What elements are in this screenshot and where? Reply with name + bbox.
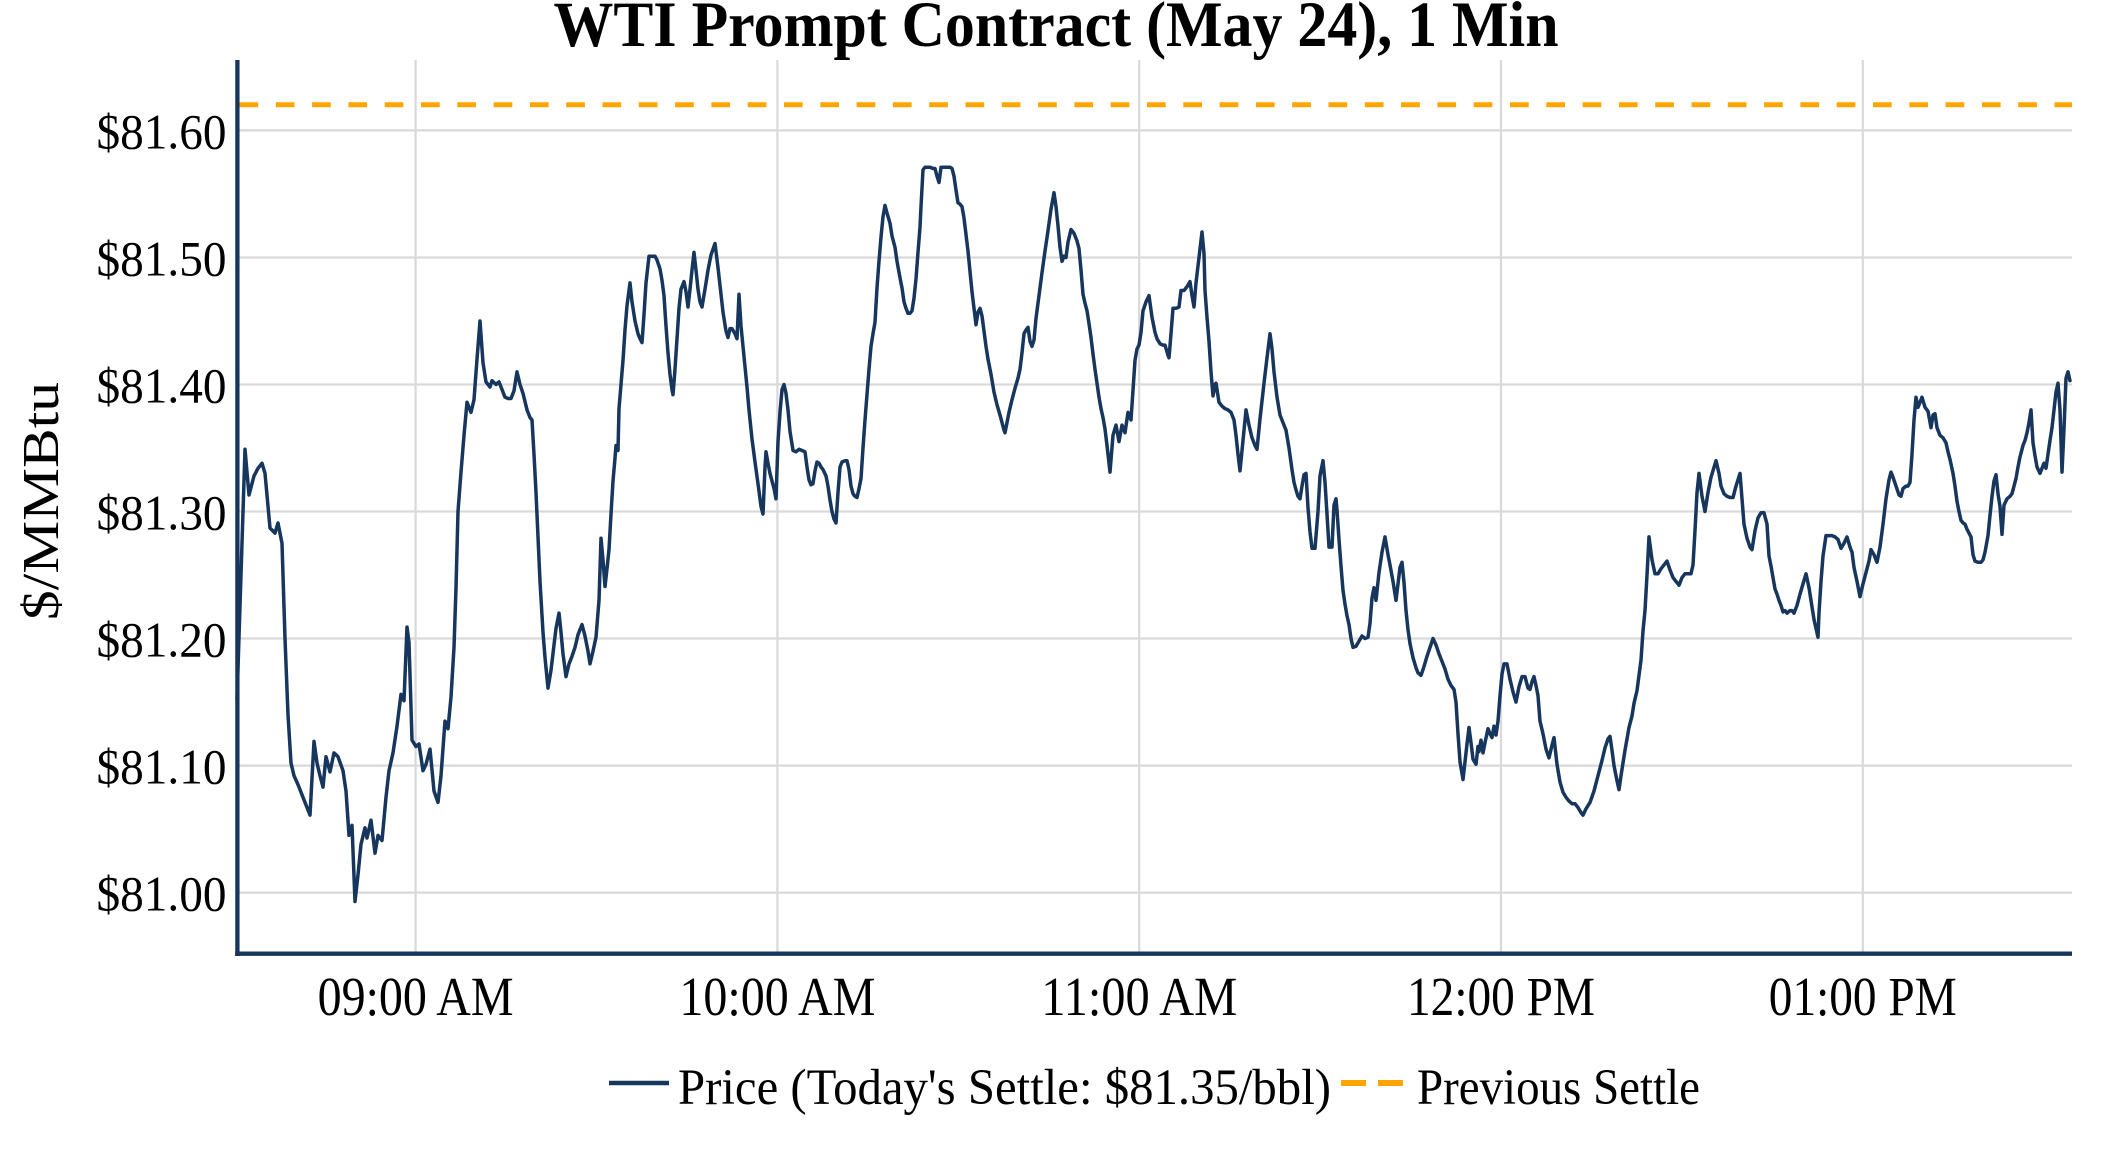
svg-text:WTI Prompt Contract (May 24),: WTI Prompt Contract (May 24), 1 Min (554, 0, 1559, 61)
svg-text:10:00 AM: 10:00 AM (679, 966, 875, 1027)
svg-text:Previous Settle: Previous Settle (1417, 1059, 1700, 1115)
svg-text:$81.40: $81.40 (97, 358, 227, 414)
svg-text:11:00 AM: 11:00 AM (1041, 966, 1237, 1027)
svg-text:$81.20: $81.20 (97, 612, 227, 668)
svg-text:$81.30: $81.30 (97, 485, 227, 541)
svg-text:$81.10: $81.10 (97, 739, 227, 795)
svg-text:$81.50: $81.50 (97, 231, 227, 287)
svg-text:$81.60: $81.60 (97, 103, 227, 159)
svg-text:09:00 AM: 09:00 AM (318, 966, 514, 1027)
svg-text:$81.00: $81.00 (97, 866, 227, 922)
svg-text:Price (Today's Settle: $81.35/: Price (Today's Settle: $81.35/bbl) (678, 1059, 1331, 1115)
svg-text:$/MMBtu: $/MMBtu (13, 382, 70, 620)
svg-text:01:00 PM: 01:00 PM (1769, 966, 1957, 1027)
svg-text:12:00 PM: 12:00 PM (1407, 966, 1595, 1027)
